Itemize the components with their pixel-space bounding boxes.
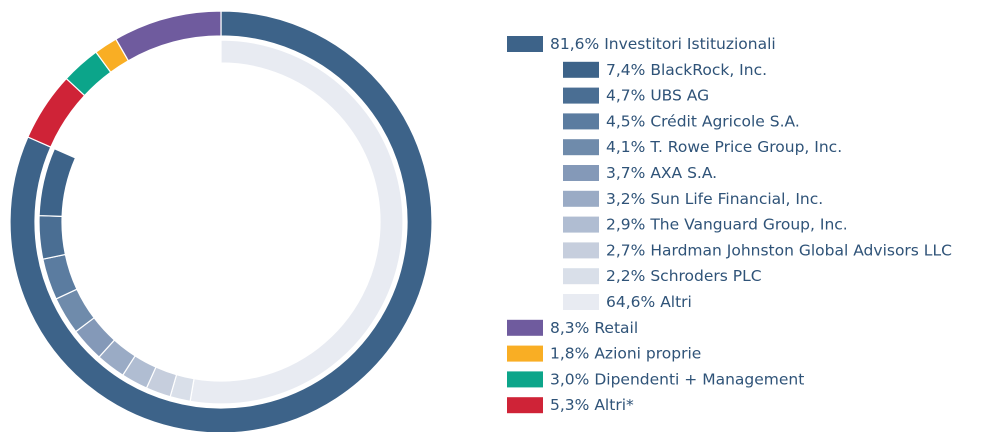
legend-value: 4,1% <box>606 138 645 156</box>
legend-swatch <box>563 268 599 285</box>
legend-label: 81,6% Investitori Istituzionali <box>550 35 776 53</box>
legend-swatch <box>563 61 599 78</box>
legend-item: 8,3% Retail <box>507 318 638 336</box>
inner-slice <box>38 214 67 260</box>
legend-value: 2,9% <box>606 215 645 233</box>
legend-label: 3,0% Dipendenti + Management <box>550 370 804 388</box>
donut-slice <box>27 77 86 148</box>
legend-name: Investitori Istituzionali <box>604 35 776 53</box>
legend-item: 3,0% Dipendenti + Management <box>507 370 804 388</box>
legend-swatch <box>563 139 599 156</box>
legend-value: 7,4% <box>606 60 645 78</box>
legend-label: 4,1% T. Rowe Price Group, Inc. <box>606 138 842 156</box>
legend-item: 2,2% Schroders PLC <box>563 267 762 285</box>
legend-value: 3,2% <box>606 189 645 207</box>
legend-item: 5,3% Altri* <box>507 396 634 414</box>
donut-slice <box>9 10 433 432</box>
legend-swatch <box>507 371 543 388</box>
legend-item: 1,8% Azioni proprie <box>507 344 701 362</box>
legend-name: Dipendenti + Management <box>594 370 804 388</box>
legend-swatch <box>507 319 543 336</box>
legend-swatch <box>563 216 599 233</box>
legend-label: 4,7% UBS AG <box>606 86 709 104</box>
legend-swatch <box>563 242 599 259</box>
legend-name: UBS AG <box>650 86 709 104</box>
legend-item: 2,7% Hardman Johnston Global Advisors LL… <box>563 241 952 259</box>
donut-slice <box>115 10 222 62</box>
legend-item: 4,1% T. Rowe Price Group, Inc. <box>563 138 842 156</box>
legend-item: 81,6% Investitori Istituzionali <box>507 35 776 53</box>
legend-label: 8,3% Retail <box>550 318 638 336</box>
legend-name: Crédit Agricole S.A. <box>650 112 799 130</box>
legend-item: 4,7% UBS AG <box>563 86 709 104</box>
legend-item: 2,9% The Vanguard Group, Inc. <box>563 215 848 233</box>
legend-item: 3,7% AXA S.A. <box>563 164 717 182</box>
legend-label: 5,3% Altri* <box>550 396 634 414</box>
legend-item: 4,5% Crédit Agricole S.A. <box>563 112 800 130</box>
legend-name: Altri* <box>594 396 634 414</box>
legend-name: Sun Life Financial, Inc. <box>650 189 823 207</box>
legend-value: 64,6% <box>606 293 655 311</box>
legend-value: 2,7% <box>606 241 645 259</box>
legend-swatch <box>507 397 543 414</box>
legend-value: 81,6% <box>550 35 599 53</box>
inner-slice <box>38 147 77 218</box>
legend-item: 3,2% Sun Life Financial, Inc. <box>563 189 823 207</box>
legend-value: 8,3% <box>550 318 589 336</box>
legend-name: Retail <box>594 318 638 336</box>
legend-swatch <box>507 345 543 362</box>
legend-value: 4,7% <box>606 86 645 104</box>
legend-name: The Vanguard Group, Inc. <box>649 215 847 233</box>
legend-value: 3,0% <box>550 370 589 388</box>
legend-name: Schroders PLC <box>650 267 761 285</box>
legend-label: 3,7% AXA S.A. <box>606 164 717 182</box>
legend-swatch <box>507 36 543 52</box>
legend-value: 3,7% <box>606 164 645 182</box>
legend-swatch <box>563 190 599 207</box>
legend-label: 3,2% Sun Life Financial, Inc. <box>606 189 823 207</box>
legend-label: 2,7% Hardman Johnston Global Advisors LL… <box>606 241 952 259</box>
legend-swatch <box>563 294 599 310</box>
legend-value: 5,3% <box>550 396 589 414</box>
legend-value: 2,2% <box>606 267 645 285</box>
legend-label: 1,8% Azioni proprie <box>550 344 701 362</box>
legend-label: 64,6% Altri <box>606 293 692 311</box>
legend-label: 7,4% BlackRock, Inc. <box>606 60 767 78</box>
legend-swatch <box>563 165 599 181</box>
legend-swatch <box>563 87 599 104</box>
legend-name: Hardman Johnston Global Advisors LLC <box>650 241 952 259</box>
legend-name: BlackRock, Inc. <box>650 60 767 78</box>
legend-value: 1,8% <box>550 344 589 362</box>
legend-item: 64,6% Altri <box>563 293 692 311</box>
legend-name: Azioni proprie <box>594 344 701 362</box>
legend-name: T. Rowe Price Group, Inc. <box>649 138 842 156</box>
legend-label: 2,9% The Vanguard Group, Inc. <box>606 215 848 233</box>
legend-name: Altri <box>660 293 692 311</box>
legend-swatch <box>563 113 599 130</box>
legend-name: AXA S.A. <box>650 164 717 182</box>
legend-label: 2,2% Schroders PLC <box>606 267 762 285</box>
legend-value: 4,5% <box>606 112 645 130</box>
legend-item: 7,4% BlackRock, Inc. <box>563 60 767 78</box>
legend-label: 4,5% Crédit Agricole S.A. <box>606 112 800 130</box>
